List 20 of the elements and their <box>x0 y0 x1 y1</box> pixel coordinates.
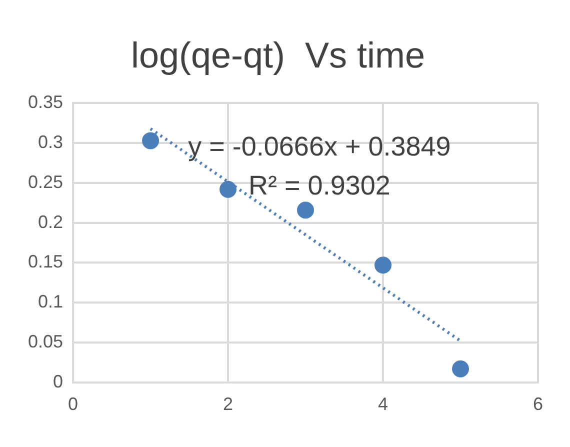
point <box>452 360 470 378</box>
y-tick-label: 0 <box>53 371 64 392</box>
annotation: R² = 0.9302 <box>248 170 390 200</box>
x-tick-label: 0 <box>68 394 78 414</box>
y-tick-label: 0.35 <box>28 92 64 112</box>
point <box>297 202 314 219</box>
y-tick-label: 0.25 <box>28 172 64 192</box>
y-tick-label: 0.1 <box>38 292 64 312</box>
y-tick-label: 0.15 <box>28 252 64 272</box>
point <box>374 256 392 274</box>
y-tick-label: 0.2 <box>38 212 64 232</box>
x-tick-label: 2 <box>223 394 234 414</box>
y-tick-label: 0.05 <box>28 331 64 352</box>
point <box>220 180 237 198</box>
point <box>142 132 160 150</box>
chart-title: log(qe-qt) Vs time <box>130 34 426 76</box>
x-tick-label: 6 <box>532 394 544 414</box>
x-tick-label: 4 <box>378 394 388 414</box>
annotation: y = -0.0666x + 0.3849 <box>188 131 451 162</box>
y-tick-label: 0.3 <box>38 132 64 152</box>
